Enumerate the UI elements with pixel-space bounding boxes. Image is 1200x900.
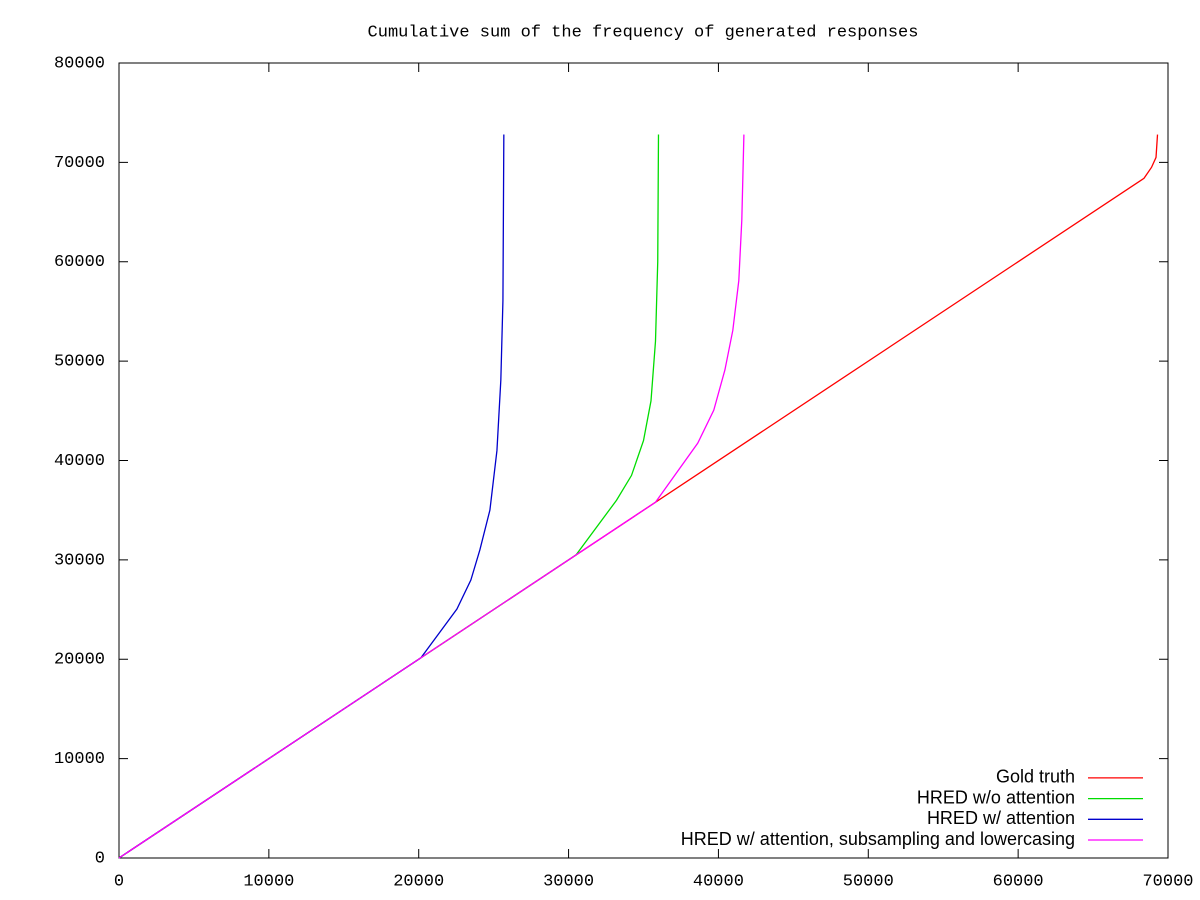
- y-tick-label: 10000: [54, 750, 105, 769]
- y-tick-label: 70000: [54, 154, 105, 173]
- y-tick-label: 60000: [54, 253, 105, 272]
- series-line: [118, 134, 1159, 859]
- chart-title: Cumulative sum of the frequency of gener…: [368, 23, 919, 42]
- x-tick-label: 60000: [993, 872, 1044, 891]
- x-tick-label: 40000: [693, 872, 744, 891]
- x-tick-label: 50000: [843, 872, 894, 891]
- legend-label: HRED w/ attention: [927, 808, 1075, 828]
- legend-label: Gold truth: [996, 767, 1075, 787]
- y-tick-label: 30000: [54, 551, 105, 570]
- y-tick-label: 0: [95, 849, 105, 868]
- series-line: [118, 134, 505, 859]
- legend-label: HRED w/o attention: [917, 787, 1075, 807]
- x-tick-label: 70000: [1142, 872, 1193, 891]
- x-tick-label: 20000: [393, 872, 444, 891]
- x-tick-label: 30000: [543, 872, 594, 891]
- plot-frame: [118, 62, 1169, 859]
- x-tick-label: 10000: [243, 872, 294, 891]
- x-tick-label: 0: [114, 872, 124, 891]
- y-tick-label: 40000: [54, 452, 105, 471]
- series-line: [118, 134, 660, 859]
- series-line: [118, 134, 745, 859]
- y-tick-label: 20000: [54, 651, 105, 670]
- legend-label: HRED w/ attention, subsampling and lower…: [681, 829, 1075, 849]
- y-tick-label: 50000: [54, 353, 105, 372]
- y-tick-label: 80000: [54, 54, 105, 73]
